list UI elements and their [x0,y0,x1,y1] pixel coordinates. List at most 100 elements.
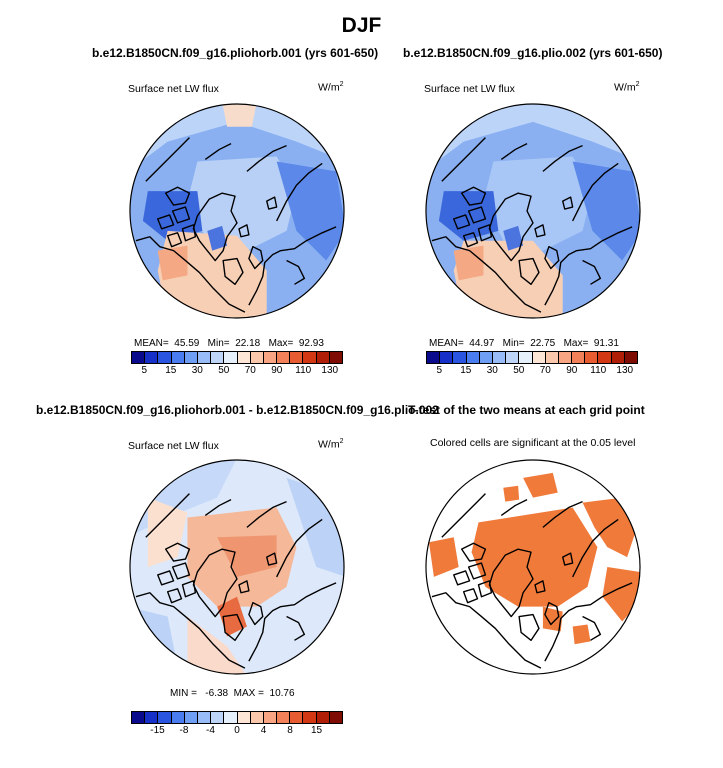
colorbar-swatch [492,352,507,363]
colorbar-swatch [171,352,185,363]
colorbar-swatch [290,712,304,723]
panel-1-map-border [129,103,345,319]
colorbar-swatch [132,352,146,363]
colorbar-swatch [211,712,225,723]
colorbar-swatch [558,352,573,363]
panel-4-map-border [425,459,641,675]
panel-1-max: 92.93 [298,338,324,349]
colorbar-swatch [211,352,225,363]
panel-2-field-arctic [483,156,593,251]
colorbar-swatch [290,352,304,363]
colorbar-tick-label: 30 [486,365,498,376]
colorbar-tick-label: 4 [260,725,267,736]
panel-1-variable: Surface net LW flux [128,83,219,95]
panel-3-min-label: MIN = [170,688,197,699]
colorbar-swatch [263,712,278,723]
colorbar-swatch [466,352,480,363]
panel-3-title: b.e12.B1850CN.f09_g16.pliohorb.001 - b.e… [36,403,439,417]
panel-2-field-canada [438,191,499,241]
colorbar-swatch [303,712,317,723]
colorbar-swatch [611,352,625,363]
panel-2-units-exp: 2 [635,81,640,88]
colorbar-swatch [329,352,342,363]
panel-1-title: b.e12.B1850CN.f09_g16.pliohorb.001 (yrs … [92,46,379,60]
colorbar-swatch [158,712,172,723]
panel-4-sig-east [602,567,641,622]
panel-1-field-arctic [187,156,297,251]
colorbar-swatch [572,352,586,363]
panel-2-stats: MEAN= 44.97 Min= 22.75 Max= 91.31 [429,338,619,349]
colorbar-swatch [303,352,317,363]
panel-2-min: 22.75 [530,338,556,349]
colorbar-swatch [277,352,291,363]
panel-2-units-base: W/m [614,81,636,94]
panel-2-map [425,103,641,319]
panel-3-field-canada [147,497,188,567]
colorbar-tick-label: 110 [295,365,312,376]
panel-1-stats: MEAN= 45.59 Min= 22.18 Max= 92.93 [134,338,324,349]
colorbar-tick-label: 15 [460,365,472,376]
colorbar-swatch [624,352,637,363]
panel-1-field-labrador [157,245,188,281]
colorbar-tick-label: 90 [271,365,283,376]
panel-2-field-siberia [572,161,641,261]
panel-1-field-bering [222,103,257,127]
colorbar-swatch [171,712,185,723]
panel-3-variable: Surface net LW flux [128,440,219,452]
colorbar-swatch [316,352,330,363]
panel-2-units: W/m2 [614,81,639,94]
panel-1-min: 22.18 [235,338,261,349]
panel-3-units: W/m2 [318,438,343,451]
colorbar-swatch [132,712,146,723]
colorbar-swatch [197,352,212,363]
colorbar-swatch [184,712,198,723]
panel-2-map-border [425,103,641,319]
colorbar-swatch [250,352,264,363]
colorbar-tick-label: 15 [165,365,177,376]
colorbar-tick-label: 130 [616,365,634,376]
colorbar-tick-label: 0 [234,725,240,736]
panel-1-field-canada [142,191,203,241]
colorbar-swatch [277,712,291,723]
colorbar-swatch [224,352,238,363]
panel-4-sig-patch-b [572,624,591,645]
panel-4-sig-siberia [582,497,638,558]
colorbar-tick-label: 110 [590,365,607,376]
panel-2-colorbar [426,351,638,364]
colorbar-swatch [532,352,546,363]
colorbar-tick-label: 30 [191,365,203,376]
panel-1-mean-label: MEAN= [134,338,169,349]
panel-4-sig-west [428,537,459,577]
panel-4-subtitle: Colored cells are significant at the 0.0… [430,437,636,449]
colorbar-swatch [453,352,467,363]
colorbar-tick-label: 15 [310,725,323,736]
colorbar-tick-label: 8 [287,725,293,736]
panel-2-field-labrador [453,245,484,281]
panel-1-field-greenland [207,225,228,251]
colorbar-tick-label: 130 [321,365,339,376]
panel-1-units: W/m2 [318,81,343,94]
panel-3-stats: MIN = -6.38 MAX = 10.76 [170,688,295,699]
panel-2-max-label: Max= [563,338,589,349]
panel-4-title: T-test of the two means at each grid poi… [408,403,645,417]
colorbar-tick-label: -8 [179,725,189,736]
panel-2-title: b.e12.B1850CN.f09_g16.plio.002 (yrs 601-… [403,46,663,60]
panel-3-colorbar [131,711,343,724]
colorbar-swatch [224,712,238,723]
colorbar-tick-label: 5 [436,365,443,376]
panel-1-min-label: Min= [207,338,230,349]
colorbar-tick-label: -15 [150,725,165,736]
panel-3-units-exp: 2 [339,438,344,445]
panel-1-map [129,103,345,319]
colorbar-swatch [545,352,559,363]
panel-3-map-border [129,459,345,675]
panel-4-map [425,459,641,675]
colorbar-swatch [197,712,212,723]
panel-3-max: 10.76 [269,688,295,699]
colorbar-tick-label: -4 [206,725,215,736]
panel-3-units-base: W/m [318,438,340,451]
colorbar-swatch [316,712,330,723]
colorbar-swatch [250,712,264,723]
panel-4-sig-patch-a [503,485,520,502]
panel-2-mean-label: MEAN= [429,338,464,349]
